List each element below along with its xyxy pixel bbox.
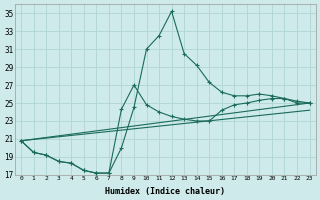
- X-axis label: Humidex (Indice chaleur): Humidex (Indice chaleur): [105, 187, 225, 196]
